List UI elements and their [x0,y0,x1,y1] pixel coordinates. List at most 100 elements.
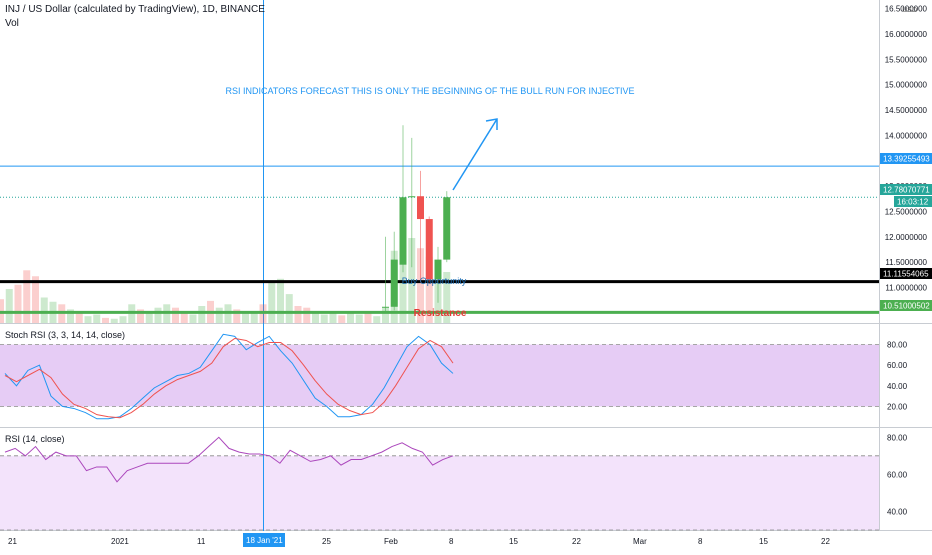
volume-bar [67,309,74,323]
volume-bar [417,248,424,323]
time-label-highlight: 18 Jan '21 [246,536,283,545]
volume-bar [119,316,127,323]
time-label: 25 [322,537,331,546]
time-label: 2021 [111,537,129,546]
volume-bar [180,312,188,323]
volume-bar [75,311,83,323]
volume-bar [303,307,311,323]
volume-bar [277,278,284,323]
price-tick-label: 15.5000000 [885,55,928,64]
volume-bar [189,314,197,323]
rsi-tick-label: 40.00 [887,507,908,516]
candle-body [434,259,442,280]
time-axis[interactable]: 21 2021 11 18 Jan '21 25 Feb 8 15 22 Mar… [8,533,830,547]
stoch-axis[interactable]: 80.00 60.00 40.00 20.00 [887,341,908,412]
volume-bar [154,307,162,323]
volume-bar [285,294,293,323]
rsi-tick-label: 60.00 [887,470,908,479]
stoch-k-line [4,333,454,420]
volume-bar [215,307,223,323]
price-tick-label: 12.0000000 [885,233,928,242]
stoch-tick-label: 80.00 [887,341,908,350]
price-tick-label: 11.0000000 [885,284,927,293]
rsi-line [4,436,454,483]
volume-bar [102,317,109,323]
svg-text:16:03:12: 16:03:12 [897,198,929,207]
price-tick-label: 14.0000000 [885,131,928,140]
buy-opportunity-annotation[interactable]: Buy Opportunity [402,276,467,286]
stoch-d-line [4,337,454,419]
volume-bar [294,306,302,323]
candle-body [408,196,416,198]
resistance-annotation[interactable]: Resistance [414,308,467,319]
volume-bar [250,312,258,323]
volume-bar [355,314,363,323]
volume-bar [329,312,337,323]
volume-bar [84,316,92,323]
time-label: 15 [509,537,518,546]
candle-body [399,197,407,265]
price-tick-label: 16.0000000 [885,30,928,39]
volume-bar [198,306,206,323]
time-label: 22 [821,537,830,546]
volume-bar [312,312,319,323]
time-label: Mar [633,537,647,546]
badge-countdown: 16:03:12 [894,196,932,207]
time-label: Feb [384,537,398,546]
time-label: 22 [572,537,581,546]
rsi-axis[interactable]: 80.00 60.00 40.00 [887,433,908,516]
volume-bar [242,311,249,323]
crosshair-time-badge [243,533,285,547]
time-label: 11 [197,537,206,546]
stoch-rsi-title: Stoch RSI (3, 3, 14, 14, close) [5,330,125,340]
volume-bar [14,284,22,323]
badge-black-line: 11.11554065 [880,268,932,279]
volume-bar [347,311,354,323]
price-tick-label: 14.5000000 [885,106,928,115]
rsi-tick-label: 80.00 [887,433,908,442]
volume-bar [233,309,241,323]
forecast-annotation[interactable]: RSI INDICATORS FORECAST THIS IS ONLY THE… [226,86,635,96]
volume-bar [23,270,31,323]
volume-bar [382,307,389,323]
volume-bar [399,246,407,323]
candlesticks [382,125,451,313]
volume-bar [172,307,179,323]
badge-blue-line: 13.39255493 [880,153,932,164]
candle-body [425,219,433,280]
price-tick-label: 16.5000000 [885,5,928,14]
volume-bar [268,282,276,323]
time-label: 15 [759,537,768,546]
stoch-overbought-oversold-band [0,344,879,407]
time-label: 21 [8,537,17,546]
badge-last-price: 12.78070771 [880,184,932,195]
badge-green-line: 10.51000502 [880,300,932,311]
volume-bar [40,297,48,323]
candle-body [443,197,451,260]
volume-bar [32,276,39,323]
rsi-band [0,455,879,530]
price-tick-label: 12.5000000 [885,207,928,216]
volume-label: Vol [5,18,19,29]
forecast-arrow[interactable] [452,118,498,191]
volume-bar [373,316,381,323]
svg-text:11.11554065: 11.11554065 [883,270,929,279]
symbol-title: INJ / US Dollar (calculated by TradingVi… [5,4,265,15]
volume-bar [364,312,372,323]
stoch-tick-label: 20.00 [887,402,908,411]
stoch-tick-label: 60.00 [887,361,908,370]
time-label: 8 [449,537,454,546]
volume-bar [338,315,346,323]
volume-bar [425,256,433,323]
price-axis[interactable]: 16.5000000 16.0000000 15.5000000 15.0000000… [885,5,928,293]
rsi-line-path [4,436,454,483]
stoch-rsi-lines [4,333,454,420]
volume-bar [443,272,451,323]
volume-bar [137,309,144,323]
candle-body [417,196,424,220]
candle-body [390,259,398,307]
svg-text:13.39255493: 13.39255493 [883,155,930,164]
volume-bar [110,318,118,323]
